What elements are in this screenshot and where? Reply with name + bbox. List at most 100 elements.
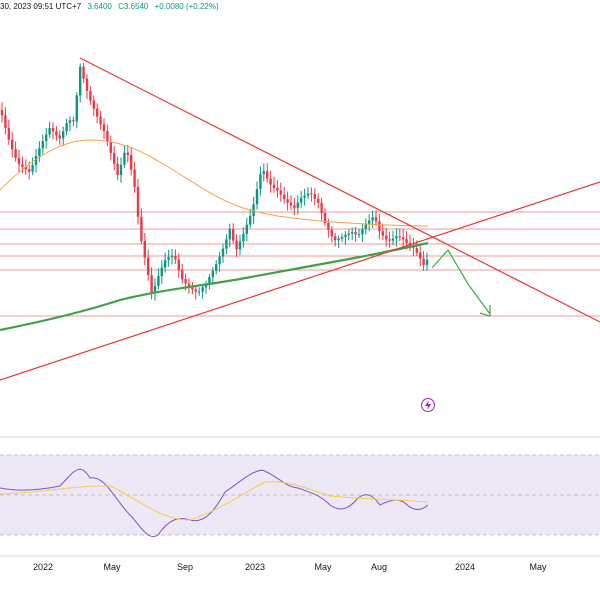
header-close: C3.6540: [118, 2, 149, 11]
candle-body: [140, 216, 143, 241]
candle-body: [79, 66, 82, 96]
candles: [0, 63, 429, 301]
candle-body: [334, 236, 337, 241]
candle-body: [327, 222, 330, 230]
candle-body: [221, 248, 225, 257]
candle-body: [344, 234, 347, 237]
candle-body: [113, 152, 116, 164]
candle-body: [289, 202, 293, 206]
rsi-band: [0, 455, 600, 535]
candle-body: [330, 229, 333, 237]
candle-body: [96, 108, 99, 117]
candle-body: [378, 221, 381, 232]
candle-body: [300, 197, 303, 203]
candle-body: [228, 229, 231, 240]
candle-body: [391, 238, 395, 241]
candle-body: [99, 116, 102, 125]
candle-body: [7, 127, 10, 140]
candle-body: [276, 187, 279, 191]
candle-body: [150, 275, 153, 294]
candle-body: [286, 199, 289, 203]
candle-body: [45, 134, 48, 142]
candle-body: [68, 120, 72, 124]
candle-body: [283, 194, 286, 200]
candle-body: [38, 148, 41, 157]
candle-body: [153, 285, 157, 294]
candle-body: [167, 257, 170, 261]
candle-body: [368, 220, 371, 225]
candle-body: [259, 174, 262, 190]
x-tick-label: 2024: [455, 562, 475, 572]
candle-body: [31, 164, 34, 172]
candle-body: [238, 241, 242, 250]
candle-body: [405, 239, 408, 243]
candle-body: [14, 149, 17, 158]
candle-body: [242, 233, 245, 242]
candle-body: [65, 123, 68, 132]
fast-moving-average: [0, 139, 429, 227]
candle-body: [28, 169, 31, 172]
candle-body: [232, 229, 235, 241]
candle-body: [41, 141, 44, 149]
descending-trendline: [79, 57, 600, 323]
candle-body: [208, 277, 211, 285]
flash-icon[interactable]: [421, 398, 435, 412]
candle-body: [24, 166, 27, 170]
candle-body: [106, 131, 109, 143]
candle-body: [252, 204, 255, 216]
candle-body: [272, 184, 276, 188]
candle-body: [75, 95, 78, 122]
candle-body: [388, 239, 391, 241]
slow-moving-average: [0, 241, 429, 332]
candle-body: [11, 139, 14, 150]
candle-body: [269, 178, 272, 185]
candle-body: [116, 163, 119, 175]
candle-body: [415, 248, 418, 253]
candle-body: [317, 198, 320, 203]
candle-body: [402, 237, 405, 240]
candle-body: [351, 231, 354, 234]
x-tick-label: May: [103, 562, 121, 572]
candle-body: [194, 289, 197, 292]
candle-body: [187, 283, 191, 287]
header-low: 3.6400: [87, 2, 112, 11]
candle-body: [347, 233, 350, 235]
candle-body: [245, 224, 248, 234]
candle-body: [143, 240, 146, 258]
candle-body: [354, 231, 357, 235]
x-tick-label: May: [314, 562, 332, 572]
candle-body: [306, 193, 310, 196]
candle-body: [337, 238, 340, 241]
x-tick-label: 2023: [245, 562, 265, 572]
candle-body: [320, 202, 323, 213]
candle-body: [211, 270, 214, 278]
candle-body: [34, 156, 38, 165]
ascending-trendline: [0, 181, 600, 381]
candle-body: [381, 231, 384, 236]
x-tick-label: May: [529, 562, 547, 572]
candle-body: [361, 229, 364, 235]
candle-body: [0, 110, 4, 116]
candle-body: [4, 115, 7, 128]
rsi-line: [0, 468, 429, 538]
candle-body: [89, 90, 92, 101]
x-tick-label: Aug: [371, 562, 387, 572]
candle-body: [133, 169, 136, 187]
candle-body: [92, 100, 95, 109]
candle-body: [119, 164, 123, 175]
candle-body: [72, 120, 75, 122]
candle-body: [198, 291, 201, 293]
candle-body: [296, 202, 299, 208]
candle-body: [55, 131, 58, 136]
x-tick-label: Sep: [177, 562, 193, 572]
candle-body: [313, 194, 316, 199]
candle-body: [279, 190, 282, 195]
candle-body: [17, 157, 21, 165]
candle-body: [422, 258, 425, 265]
candle-body: [181, 269, 184, 280]
candle-body: [262, 171, 265, 175]
candle-body: [323, 212, 327, 223]
candle-body: [371, 217, 374, 221]
